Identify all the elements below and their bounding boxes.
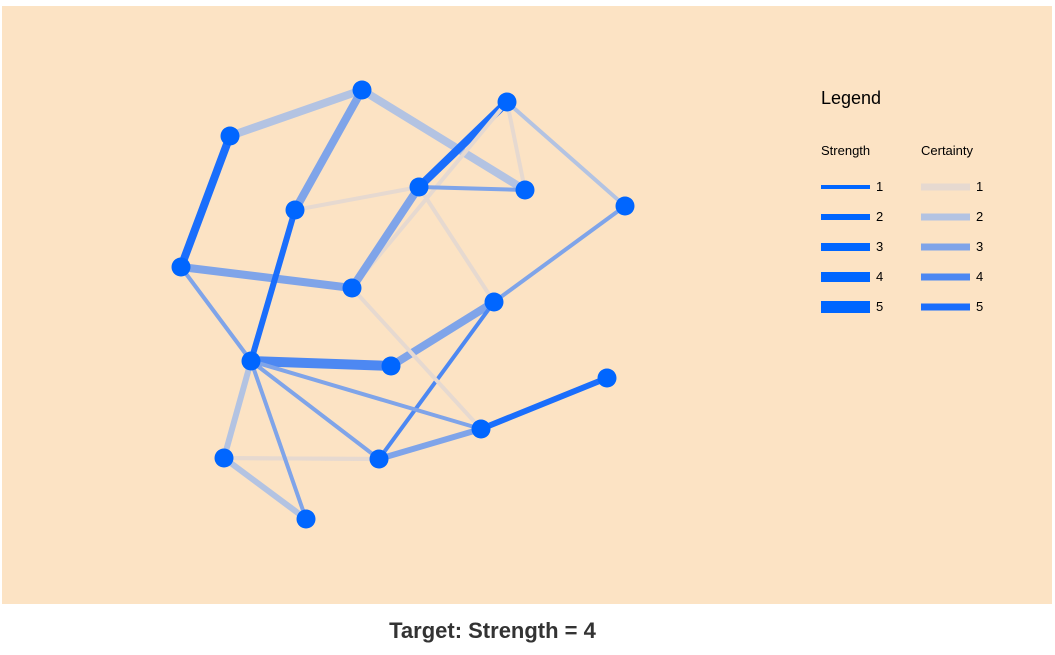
edge-n7-n11 (179, 265, 253, 363)
legend-certainty-label-3: 3 (976, 239, 983, 254)
node-n13[interactable] (597, 368, 617, 388)
legend-strength-items: 1 2 3 4 5 (821, 179, 883, 314)
node-n11[interactable] (241, 351, 261, 371)
edges-layer (177, 86, 627, 522)
edge-n8-n14 (350, 286, 483, 431)
node-n12[interactable] (381, 356, 401, 376)
edge-n11-n15 (249, 359, 381, 461)
node-n9[interactable] (615, 196, 635, 216)
legend-certainty-label-1: 1 (976, 179, 983, 194)
node-n17[interactable] (296, 509, 316, 529)
legend-strength-label-2: 2 (876, 209, 883, 224)
legend: Legend Strength Certainty 1 2 3 4 5 1 2 3 4 5 (821, 88, 983, 314)
edge-n16-n11 (221, 360, 254, 459)
edge-n15-n14 (378, 426, 482, 462)
node-n3[interactable] (497, 92, 517, 112)
edge-n3-n9 (505, 100, 627, 208)
edge-n16-n15 (223, 456, 380, 461)
edge-n5-n10 (417, 185, 496, 304)
edge-n5-n6 (418, 185, 526, 192)
node-n15[interactable] (369, 449, 389, 469)
edge-n4-n5 (294, 185, 420, 212)
legend-strength-header: Strength (821, 143, 870, 158)
edge-n3-n6 (505, 101, 527, 191)
edge-n3-n8 (350, 100, 509, 290)
target-label: Target: Strength = 4 (389, 618, 596, 643)
edge-n14-n13 (479, 375, 609, 432)
legend-certainty-label-2: 2 (976, 209, 983, 224)
edge-n1-n2 (228, 86, 364, 140)
network-diagram: Legend Strength Certainty 1 2 3 4 5 1 2 3 4 5 (2, 6, 1052, 604)
edge-n2-n4 (291, 88, 366, 212)
node-n10[interactable] (484, 292, 504, 312)
legend-title: Legend (821, 88, 881, 108)
edge-n1-n7 (177, 134, 234, 269)
node-n1[interactable] (220, 126, 240, 146)
edge-n4-n11 (248, 209, 298, 362)
edge-n11-n12 (250, 356, 392, 371)
edge-n10-n12 (388, 298, 497, 370)
nodes-layer (171, 80, 635, 529)
legend-certainty-items: 1 2 3 4 5 (921, 179, 983, 314)
legend-certainty-label-4: 4 (976, 269, 983, 284)
legend-strength-label-5: 5 (876, 299, 883, 314)
edge-n5-n8 (348, 184, 423, 291)
node-n8[interactable] (342, 278, 362, 298)
edge-n11-n14 (250, 359, 482, 431)
legend-certainty-header: Certainty (921, 143, 974, 158)
node-n4[interactable] (285, 200, 305, 220)
legend-strength-label-3: 3 (876, 239, 883, 254)
edge-n11-n17 (249, 360, 308, 520)
node-n16[interactable] (214, 448, 234, 468)
legend-strength-label-1: 1 (876, 179, 883, 194)
edge-n9-n10 (492, 204, 627, 304)
node-n14[interactable] (471, 419, 491, 439)
edge-n7-n8 (180, 263, 353, 292)
node-n6[interactable] (515, 180, 535, 200)
diagram-panel (2, 6, 1052, 604)
edge-n3-n5 (416, 99, 510, 190)
edge-n2-n6 (359, 86, 528, 194)
legend-strength-label-4: 4 (876, 269, 883, 284)
edge-n16-n17 (222, 455, 308, 522)
node-n2[interactable] (352, 80, 372, 100)
node-n5[interactable] (409, 177, 429, 197)
legend-certainty-label-5: 5 (976, 299, 983, 314)
node-n7[interactable] (171, 257, 191, 277)
